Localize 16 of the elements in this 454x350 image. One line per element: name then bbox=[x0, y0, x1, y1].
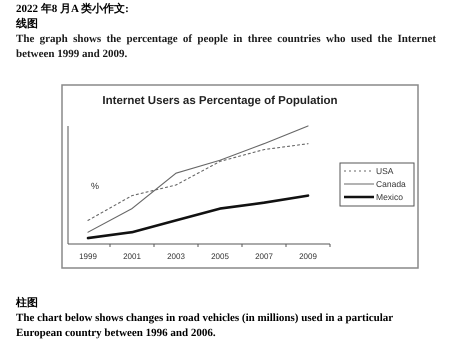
x-tick-label: 2001 bbox=[123, 252, 142, 261]
legend-label: Mexico bbox=[376, 192, 404, 202]
text: 线图 bbox=[16, 17, 39, 32]
chart-title: Internet Users as Percentage of Population bbox=[102, 95, 338, 107]
text: 柱图 bbox=[16, 296, 39, 311]
x-tick-label: 1999 bbox=[79, 252, 98, 261]
x-tick-label: 2009 bbox=[299, 252, 318, 261]
text: 2022 年8 月A 类小作文: bbox=[16, 2, 130, 17]
text: The graph shows the percentage of people in three countries who used the Internet between 1999 and 2009. bbox=[16, 32, 436, 62]
text: The chart below shows changes in road vehicles (in millions) used in a particular European country between 1996 and 2006. bbox=[16, 311, 394, 341]
legend-label: Canada bbox=[376, 179, 406, 189]
legend-label: USA bbox=[376, 166, 394, 176]
x-tick-label: 2003 bbox=[167, 252, 186, 261]
x-tick-label: 2007 bbox=[255, 252, 274, 261]
x-tick-label: 2005 bbox=[211, 252, 230, 261]
y-axis-title: % bbox=[90, 181, 100, 191]
